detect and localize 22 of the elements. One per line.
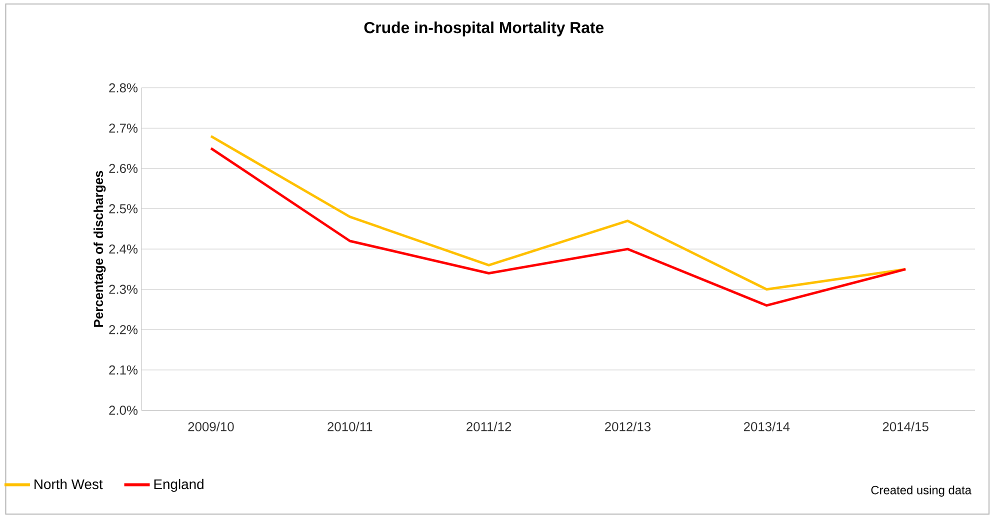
x-tick-label: 2013/14: [744, 422, 790, 432]
x-tick-label: 2010/11: [328, 422, 372, 432]
y-tick-label: 2.8%: [109, 83, 138, 92]
line-series: [210, 134, 907, 291]
y-tick-label: 2.0%: [109, 406, 138, 415]
line-series: [210, 147, 907, 307]
y-tick-label: 2.3%: [109, 284, 138, 294]
legend-label: North West: [34, 478, 103, 490]
y-tick-label: 2.5%: [109, 204, 138, 214]
legend-label: England: [154, 478, 204, 492]
y-axis-title: Percentage of discharges: [94, 170, 106, 327]
y-tick-label: 2.1%: [109, 365, 138, 374]
y-tick-label: 2.6%: [109, 164, 138, 173]
text: Created using data: [871, 486, 972, 497]
y-tick-label: 2.7%: [109, 124, 138, 133]
chart-title: Crude in-hospital Mortality Rate: [364, 21, 604, 36]
x-tick-label: 2011/12: [466, 422, 512, 432]
y-tick-label: 2.4%: [109, 244, 138, 254]
x-tick-label: 2009/10: [188, 422, 234, 432]
x-tick-label: 2012/13: [605, 422, 651, 432]
y-tick-label: 2.2%: [109, 325, 138, 334]
x-tick-label: 2014/15: [882, 422, 928, 432]
